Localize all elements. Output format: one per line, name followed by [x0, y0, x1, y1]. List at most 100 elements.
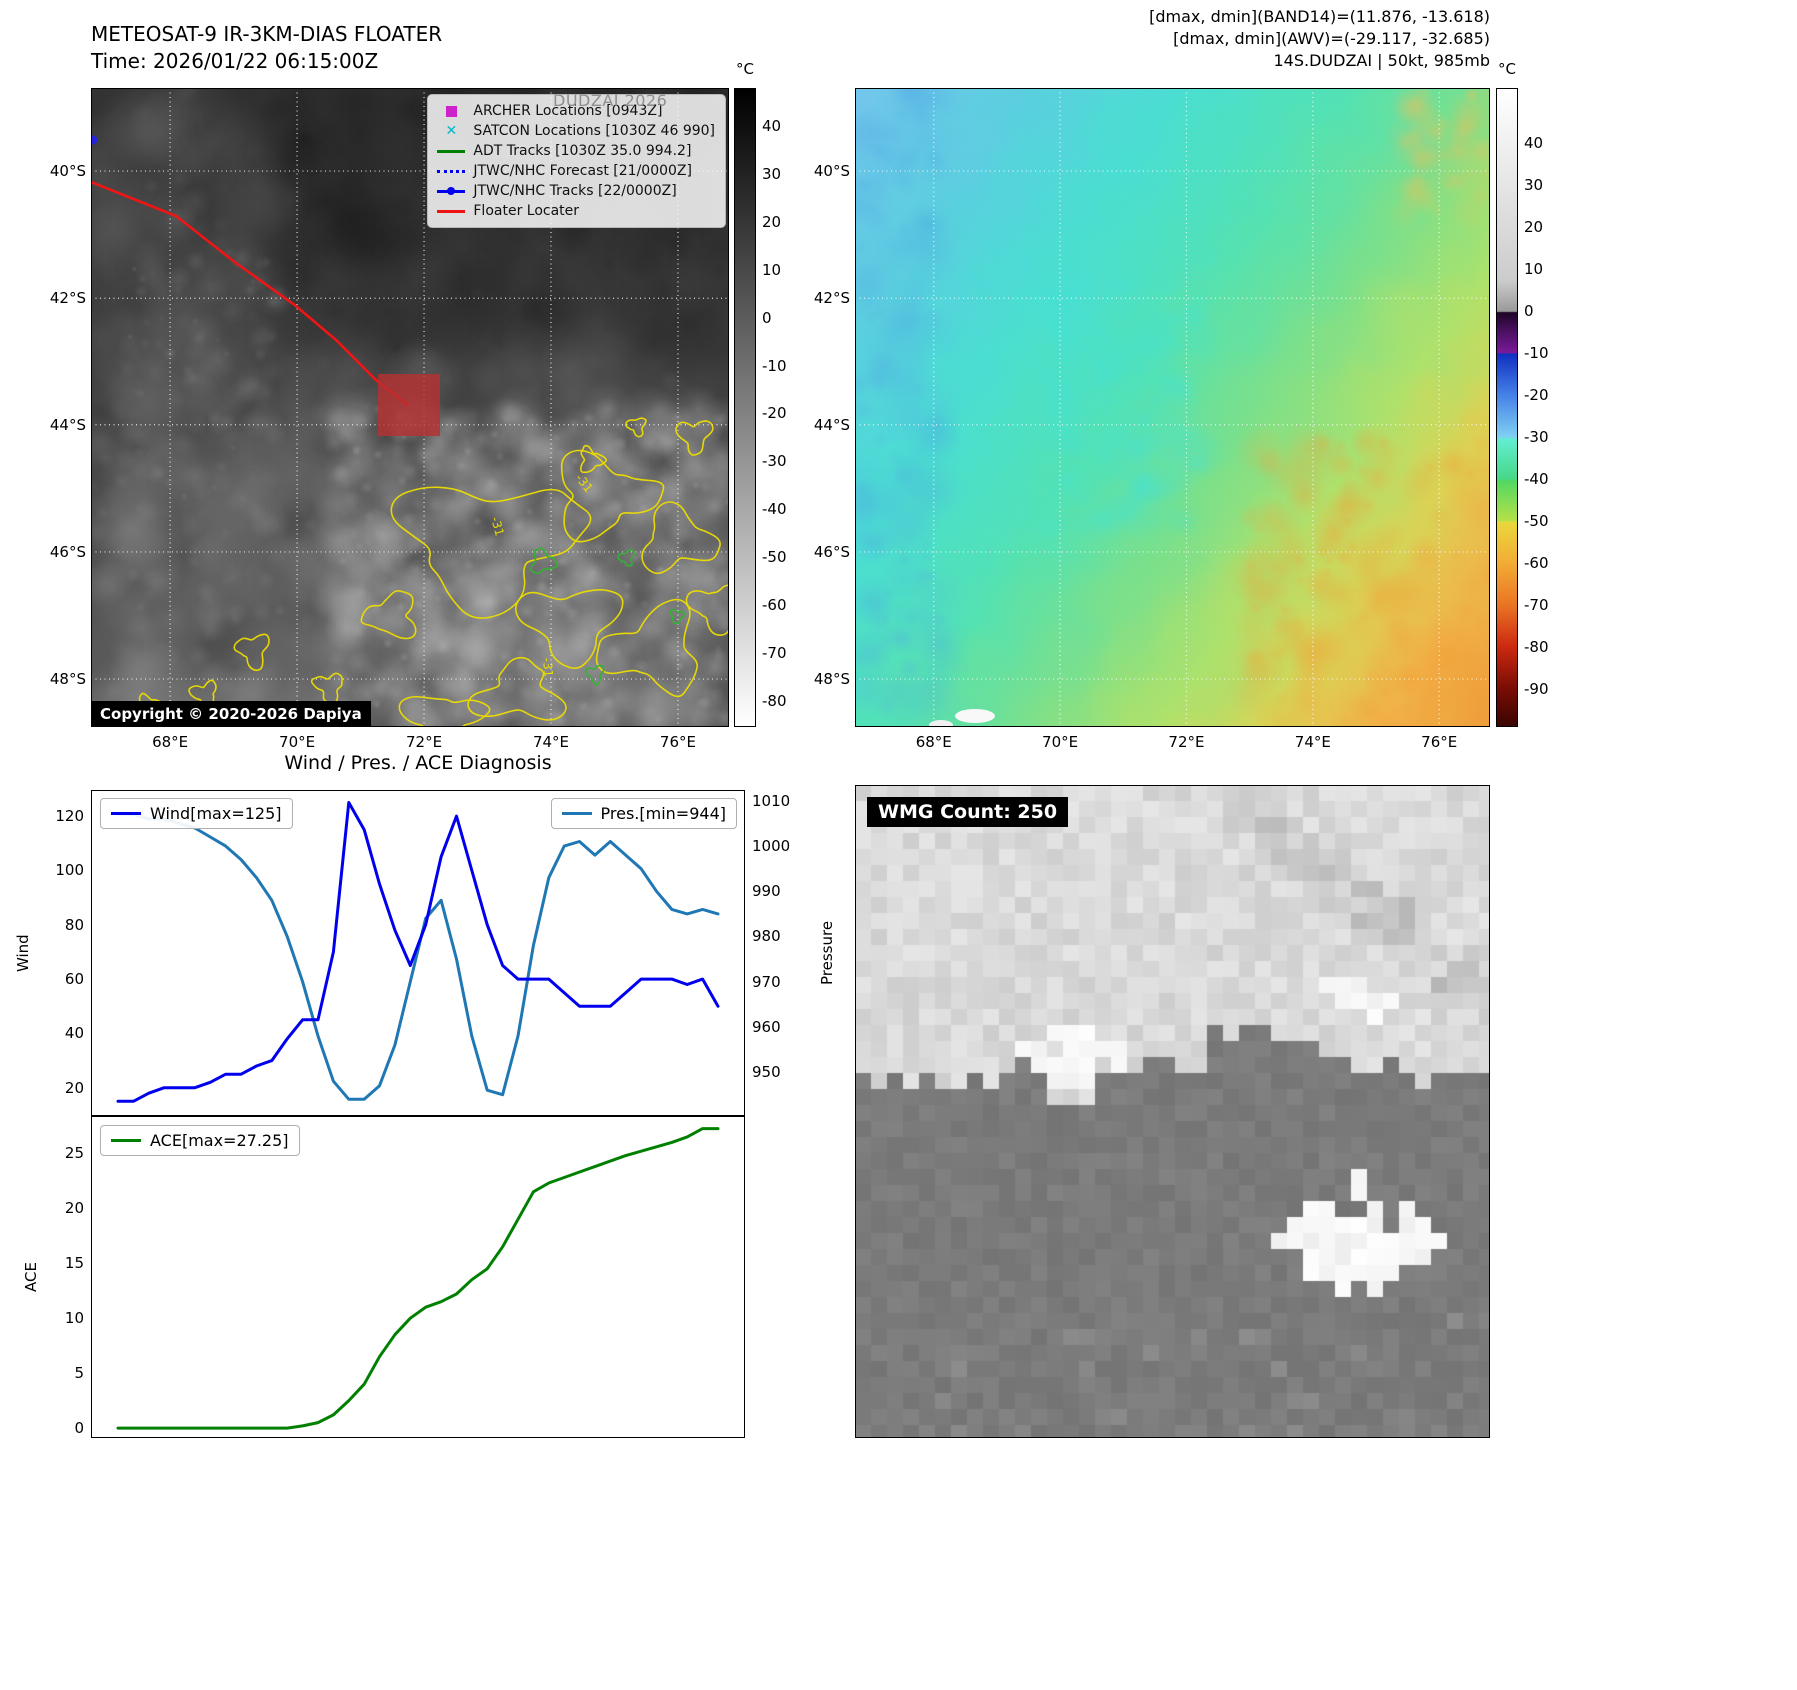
tick-label: 25	[64, 1144, 84, 1163]
wind-axis-label: Wind	[14, 934, 32, 972]
tick-label: 5	[74, 1364, 84, 1383]
legend-row: Floater Locater	[436, 201, 715, 221]
tick-label: 100	[55, 861, 84, 880]
tick-label: -60	[1524, 554, 1549, 573]
wmg-image	[855, 785, 1490, 1438]
watermark: DUDZAI 2026	[553, 91, 668, 110]
tick-label: 20	[64, 1078, 84, 1097]
legend-row: ADT Tracks [1030Z 35.0 994.2]	[436, 141, 715, 161]
lon-tick-label: 68°E	[152, 733, 189, 751]
tick-label: -20	[762, 404, 787, 423]
tick-label: -80	[762, 691, 787, 710]
legend-label: ARCHER Locations [0943Z]	[473, 103, 663, 119]
ace-legend: ACE[max=27.25]	[100, 1125, 300, 1156]
wind-legend: Wind[max=125]	[100, 798, 293, 829]
legend-label: SATCON Locations [1030Z 46 990]	[473, 123, 715, 139]
ir-panel-subtitle: Time: 2026/01/22 06:15:00Z	[91, 49, 379, 73]
tick-label: 10	[64, 1309, 84, 1328]
lat-tick-label: 44°S	[813, 415, 850, 434]
lon-tick-label: 70°E	[279, 733, 316, 751]
awv-lon-axis: 68°E 70°E 72°E 74°E 76°E	[855, 733, 1490, 753]
pressure-legend-label: Pres.[min=944]	[600, 804, 726, 823]
lon-tick-label: 68°E	[915, 733, 952, 751]
ir-lon-axis: 68°E 70°E 72°E 74°E 76°E	[91, 733, 729, 753]
tick-label: -20	[1524, 385, 1549, 404]
tick-label: 40	[64, 1024, 84, 1043]
wind-pressure-chart: Wind[max=125] Pres.[min=944]	[91, 790, 745, 1116]
pressure-axis-ticks: 950 960 970 980 990 1000 1010	[752, 790, 806, 1116]
lon-tick-label: 72°E	[405, 733, 443, 751]
tick-label: 30	[762, 165, 782, 184]
wind-line-sample	[111, 812, 141, 815]
legend-label: Floater Locater	[473, 203, 580, 219]
awv-colorbar	[1496, 88, 1518, 727]
lon-tick-label: 74°E	[532, 733, 570, 751]
lat-tick-label: 42°S	[49, 289, 86, 308]
copyright-label: Copyright © 2020-2026 Dapiya	[91, 701, 371, 727]
tick-label: -30	[1524, 427, 1549, 446]
lat-tick-label: 44°S	[49, 415, 86, 434]
lat-tick-label: 40°S	[813, 162, 850, 181]
ir-colorbar-unit: °C	[736, 60, 754, 78]
tick-label: -40	[762, 500, 787, 519]
tick-label: -30	[762, 452, 787, 471]
tick-label: 0	[762, 308, 772, 327]
legend-label: JTWC/NHC Tracks [22/0000Z]	[473, 183, 677, 199]
tick-label: -50	[1524, 512, 1549, 530]
tick-label: 60	[64, 970, 84, 989]
tick-label: 120	[55, 807, 84, 826]
svg-text:-31: -31	[488, 515, 507, 538]
lat-tick-label: 48°S	[813, 670, 850, 689]
legend-row: JTWC/NHC Forecast [21/0000Z]	[436, 161, 715, 181]
tick-label: 950	[752, 1063, 781, 1082]
diagnosis-title: Wind / Pres. / ACE Diagnosis	[284, 752, 552, 774]
tick-label: -10	[762, 356, 787, 375]
tick-label: -60	[762, 595, 787, 614]
awv-colorbar-unit: °C	[1498, 60, 1516, 78]
ir-lat-axis: 40°S 42°S 44°S 46°S 48°S	[16, 88, 86, 727]
lon-tick-label: 74°E	[1294, 733, 1331, 751]
tick-label: 20	[64, 1199, 84, 1218]
pressure-line-sample	[561, 812, 592, 815]
svg-text:-31: -31	[540, 657, 556, 678]
wind-legend-label: Wind[max=125]	[150, 804, 282, 823]
legend-label: ADT Tracks [1030Z 35.0 994.2]	[473, 143, 692, 159]
awv-header-awv: [dmax, dmin](AWV)=(-29.117, -32.685)	[1173, 29, 1490, 48]
lat-tick-label: 46°S	[813, 542, 850, 561]
awv-header-storm: 14S.DUDZAI | 50kt, 985mb	[1273, 51, 1491, 70]
dotted-marker-icon	[436, 169, 466, 173]
awv-satellite-map	[855, 88, 1490, 727]
lat-tick-label: 42°S	[813, 289, 850, 308]
lat-tick-label: 48°S	[49, 670, 86, 689]
awv-header-band14: [dmax, dmin](BAND14)=(11.876, -13.618)	[1149, 7, 1490, 26]
map-legend: ARCHER Locations [0943Z] ✕ SATCON Location…	[427, 94, 726, 228]
wind-pressure-plot	[116, 801, 720, 1103]
tick-label: 960	[752, 1017, 781, 1036]
ir-map-overlay: -31 -31 -31	[91, 88, 729, 727]
tick-label: 0	[74, 1419, 84, 1438]
awv-map-overlay	[855, 88, 1490, 727]
tick-label: 20	[1524, 217, 1544, 236]
ace-legend-label: ACE[max=27.25]	[150, 1131, 289, 1150]
square-marker-icon	[436, 105, 466, 117]
wind-axis-ticks: 20 40 60 80 100 120	[34, 790, 84, 1116]
tick-label: -70	[762, 643, 787, 662]
ir-colorbar-ticks: 40 30 20 10 0 -10 -20 -30 -40 -50 -60 -70 -80	[762, 88, 816, 727]
legend-label: JTWC/NHC Forecast [21/0000Z]	[473, 163, 692, 179]
lon-tick-label: 72°E	[1168, 733, 1205, 751]
awv-colorbar-ticks: 40 30 20 10 0 -10 -20 -30 -40 -50 -60 -70 -80 -90	[1524, 88, 1578, 727]
tick-label: -90	[1524, 680, 1549, 699]
wmg-panel: WMG Count: 250	[855, 785, 1490, 1438]
ace-line-sample	[111, 1139, 141, 1142]
tick-label: 0	[1524, 301, 1534, 320]
tick-label: -70	[1524, 596, 1549, 615]
tick-label: 1000	[752, 837, 791, 856]
tick-label: -80	[1524, 638, 1549, 657]
awv-satellite-image	[855, 88, 1490, 727]
ace-plot	[116, 1127, 720, 1430]
line-marker-icon	[436, 149, 466, 153]
ace-axis-label: ACE	[22, 1262, 40, 1292]
tick-label: -50	[762, 548, 787, 567]
wmg-count-badge: WMG Count: 250	[867, 797, 1069, 827]
tick-label: 970	[752, 972, 781, 991]
